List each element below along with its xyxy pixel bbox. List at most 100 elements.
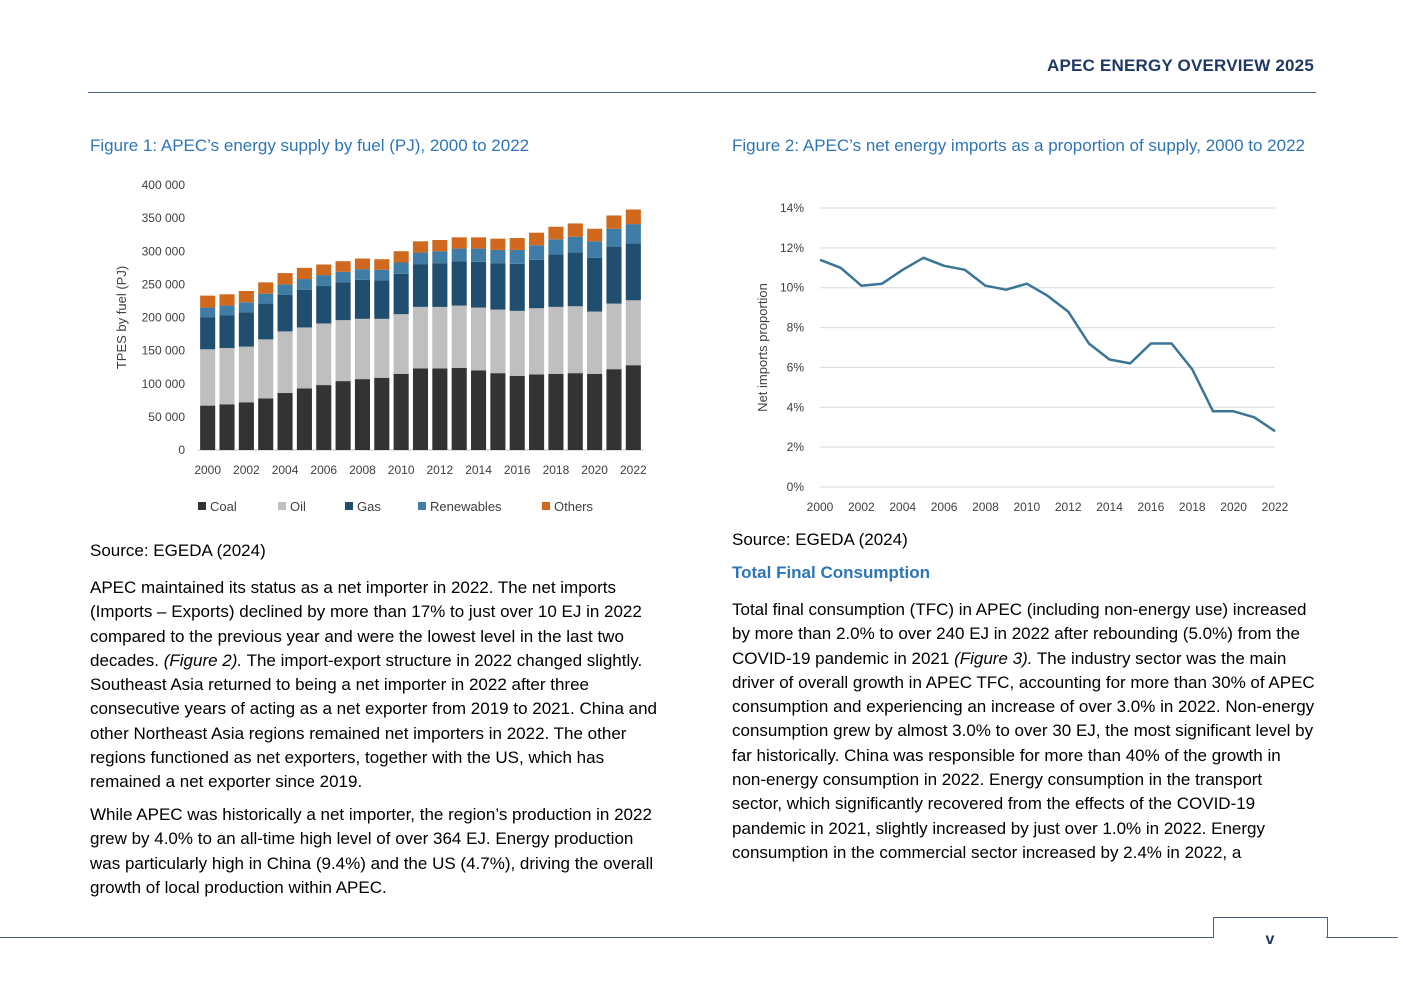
bar-segment-oil-2015 (490, 309, 506, 374)
bar-segment-others-2010 (393, 251, 409, 263)
x-tick-label: 2008 (349, 463, 376, 477)
y-tick-label: 4% (787, 400, 805, 414)
bar-segment-coal-2000 (200, 405, 216, 450)
bar-segment-renewables-2021 (606, 228, 622, 247)
y-tick-label: 12% (780, 241, 804, 255)
bar-segment-others-2006 (316, 264, 332, 276)
y-tick-label: 350 000 (142, 211, 186, 225)
bar-segment-renewables-2017 (529, 245, 545, 260)
bar-segment-others-2017 (529, 232, 545, 246)
bar-segment-oil-2018 (548, 306, 564, 374)
bar-segment-renewables-2013 (451, 248, 467, 262)
page-number: v (1265, 931, 1275, 948)
footer-rule-right (1326, 937, 1398, 938)
y-tick-label: 400 000 (142, 178, 186, 192)
legend-swatch-coal (198, 502, 206, 510)
bar-segment-renewables-2016 (509, 249, 525, 264)
bar-segment-renewables-2005 (296, 279, 312, 290)
bar-segment-renewables-2003 (258, 293, 274, 304)
figure3-reference: (Figure 3). (954, 648, 1033, 668)
legend-label-others: Others (554, 499, 594, 514)
bar-segment-renewables-2008 (354, 269, 371, 280)
bar-segment-oil-2019 (567, 306, 583, 374)
bar-segment-coal-2003 (258, 398, 274, 450)
bar-segment-gas-2017 (529, 259, 545, 309)
figure2-reference: (Figure 2). (163, 650, 243, 670)
bar-segment-oil-2001 (219, 347, 235, 405)
bar-segment-gas-2018 (548, 254, 564, 307)
bar-segment-others-2001 (219, 294, 235, 306)
x-tick-label: 2016 (504, 463, 531, 477)
bar-segment-gas-2001 (219, 315, 235, 348)
y-tick-label: 0 (178, 443, 185, 457)
bar-segment-renewables-2006 (316, 275, 332, 286)
bar-segment-oil-2012 (432, 306, 448, 369)
y-tick-label: 0% (787, 480, 805, 494)
left-paragraph-2: While APEC was historically a net import… (90, 805, 654, 897)
figure1-caption: Figure 1: APEC’s energy supply by fuel (… (90, 136, 530, 155)
bar-segment-renewables-2000 (200, 307, 216, 318)
bar-segment-others-2019 (567, 223, 583, 237)
x-tick-label: 2010 (1013, 500, 1040, 514)
bar-segment-renewables-2001 (219, 305, 235, 316)
x-tick-label: 2016 (1138, 500, 1165, 514)
bar-segment-coal-2016 (509, 375, 525, 450)
figure1-source: Source: EGEDA (2024) (90, 541, 266, 560)
bar-segment-gas-2019 (567, 252, 583, 307)
bar-segment-coal-2015 (490, 373, 506, 450)
bar-segment-gas-2011 (412, 264, 429, 307)
y-tick-label: 8% (787, 321, 805, 335)
bar-segment-oil-2008 (354, 318, 371, 380)
bar-segment-oil-2010 (393, 314, 409, 374)
bar-segment-coal-2004 (277, 393, 293, 450)
bar-segment-others-2013 (451, 237, 467, 249)
y-tick-label: 10% (780, 281, 804, 295)
bar-segment-oil-2000 (200, 349, 216, 406)
bar-segment-others-2007 (335, 261, 351, 272)
bar-segment-gas-2020 (587, 257, 603, 312)
bar-segment-gas-2007 (335, 282, 351, 321)
bar-segment-others-2014 (470, 237, 487, 249)
y-tick-label: 150 000 (142, 344, 186, 358)
y-tick-label: 300 000 (142, 244, 186, 258)
bar-segment-gas-2016 (509, 263, 525, 311)
y-axis-title: TPES by fuel (PJ) (114, 266, 129, 369)
y-tick-label: 6% (787, 360, 805, 374)
bar-segment-gas-2002 (238, 312, 254, 347)
header-rule (88, 92, 1316, 93)
bar-segment-others-2015 (490, 238, 506, 250)
page-header-title: APEC ENERGY OVERVIEW 2025 (1046, 56, 1314, 75)
x-tick-label: 2014 (1096, 500, 1123, 514)
x-tick-label: 2006 (310, 463, 337, 477)
bar-segment-others-2018 (548, 226, 564, 240)
bar-segment-oil-2005 (296, 327, 312, 389)
y-tick-label: 100 000 (142, 377, 186, 391)
bar-segment-gas-2006 (316, 285, 332, 324)
bar-segment-oil-2013 (451, 305, 467, 368)
bar-segment-renewables-2004 (277, 284, 293, 295)
x-tick-label: 2020 (581, 463, 608, 477)
bar-segment-gas-2005 (296, 289, 312, 328)
bar-segment-coal-2001 (219, 404, 235, 450)
bar-segment-others-2002 (238, 291, 254, 303)
x-tick-label: 2002 (848, 500, 875, 514)
x-tick-label: 2004 (889, 500, 916, 514)
bar-segment-coal-2002 (238, 402, 254, 450)
x-tick-label: 2004 (272, 463, 299, 477)
bar-segment-renewables-2020 (587, 241, 603, 258)
bar-segment-gas-2003 (258, 303, 274, 340)
bar-segment-oil-2014 (470, 307, 487, 371)
y-tick-label: 50 000 (148, 410, 185, 424)
bar-segment-coal-2006 (316, 385, 332, 450)
net-imports-series-line (819, 256, 1276, 433)
x-tick-label: 2000 (194, 463, 221, 477)
left-paragraph-1: APEC maintained its status as a net impo… (90, 578, 658, 792)
bar-segment-gas-2009 (374, 280, 390, 319)
bar-segment-others-2005 (296, 267, 312, 280)
legend-swatch-others (542, 502, 550, 510)
bar-segment-gas-2021 (606, 246, 622, 304)
bar-segment-renewables-2010 (393, 262, 409, 274)
bar-segment-coal-2013 (451, 367, 467, 450)
x-tick-label: 2002 (233, 463, 260, 477)
bar-segment-oil-2011 (412, 306, 429, 369)
